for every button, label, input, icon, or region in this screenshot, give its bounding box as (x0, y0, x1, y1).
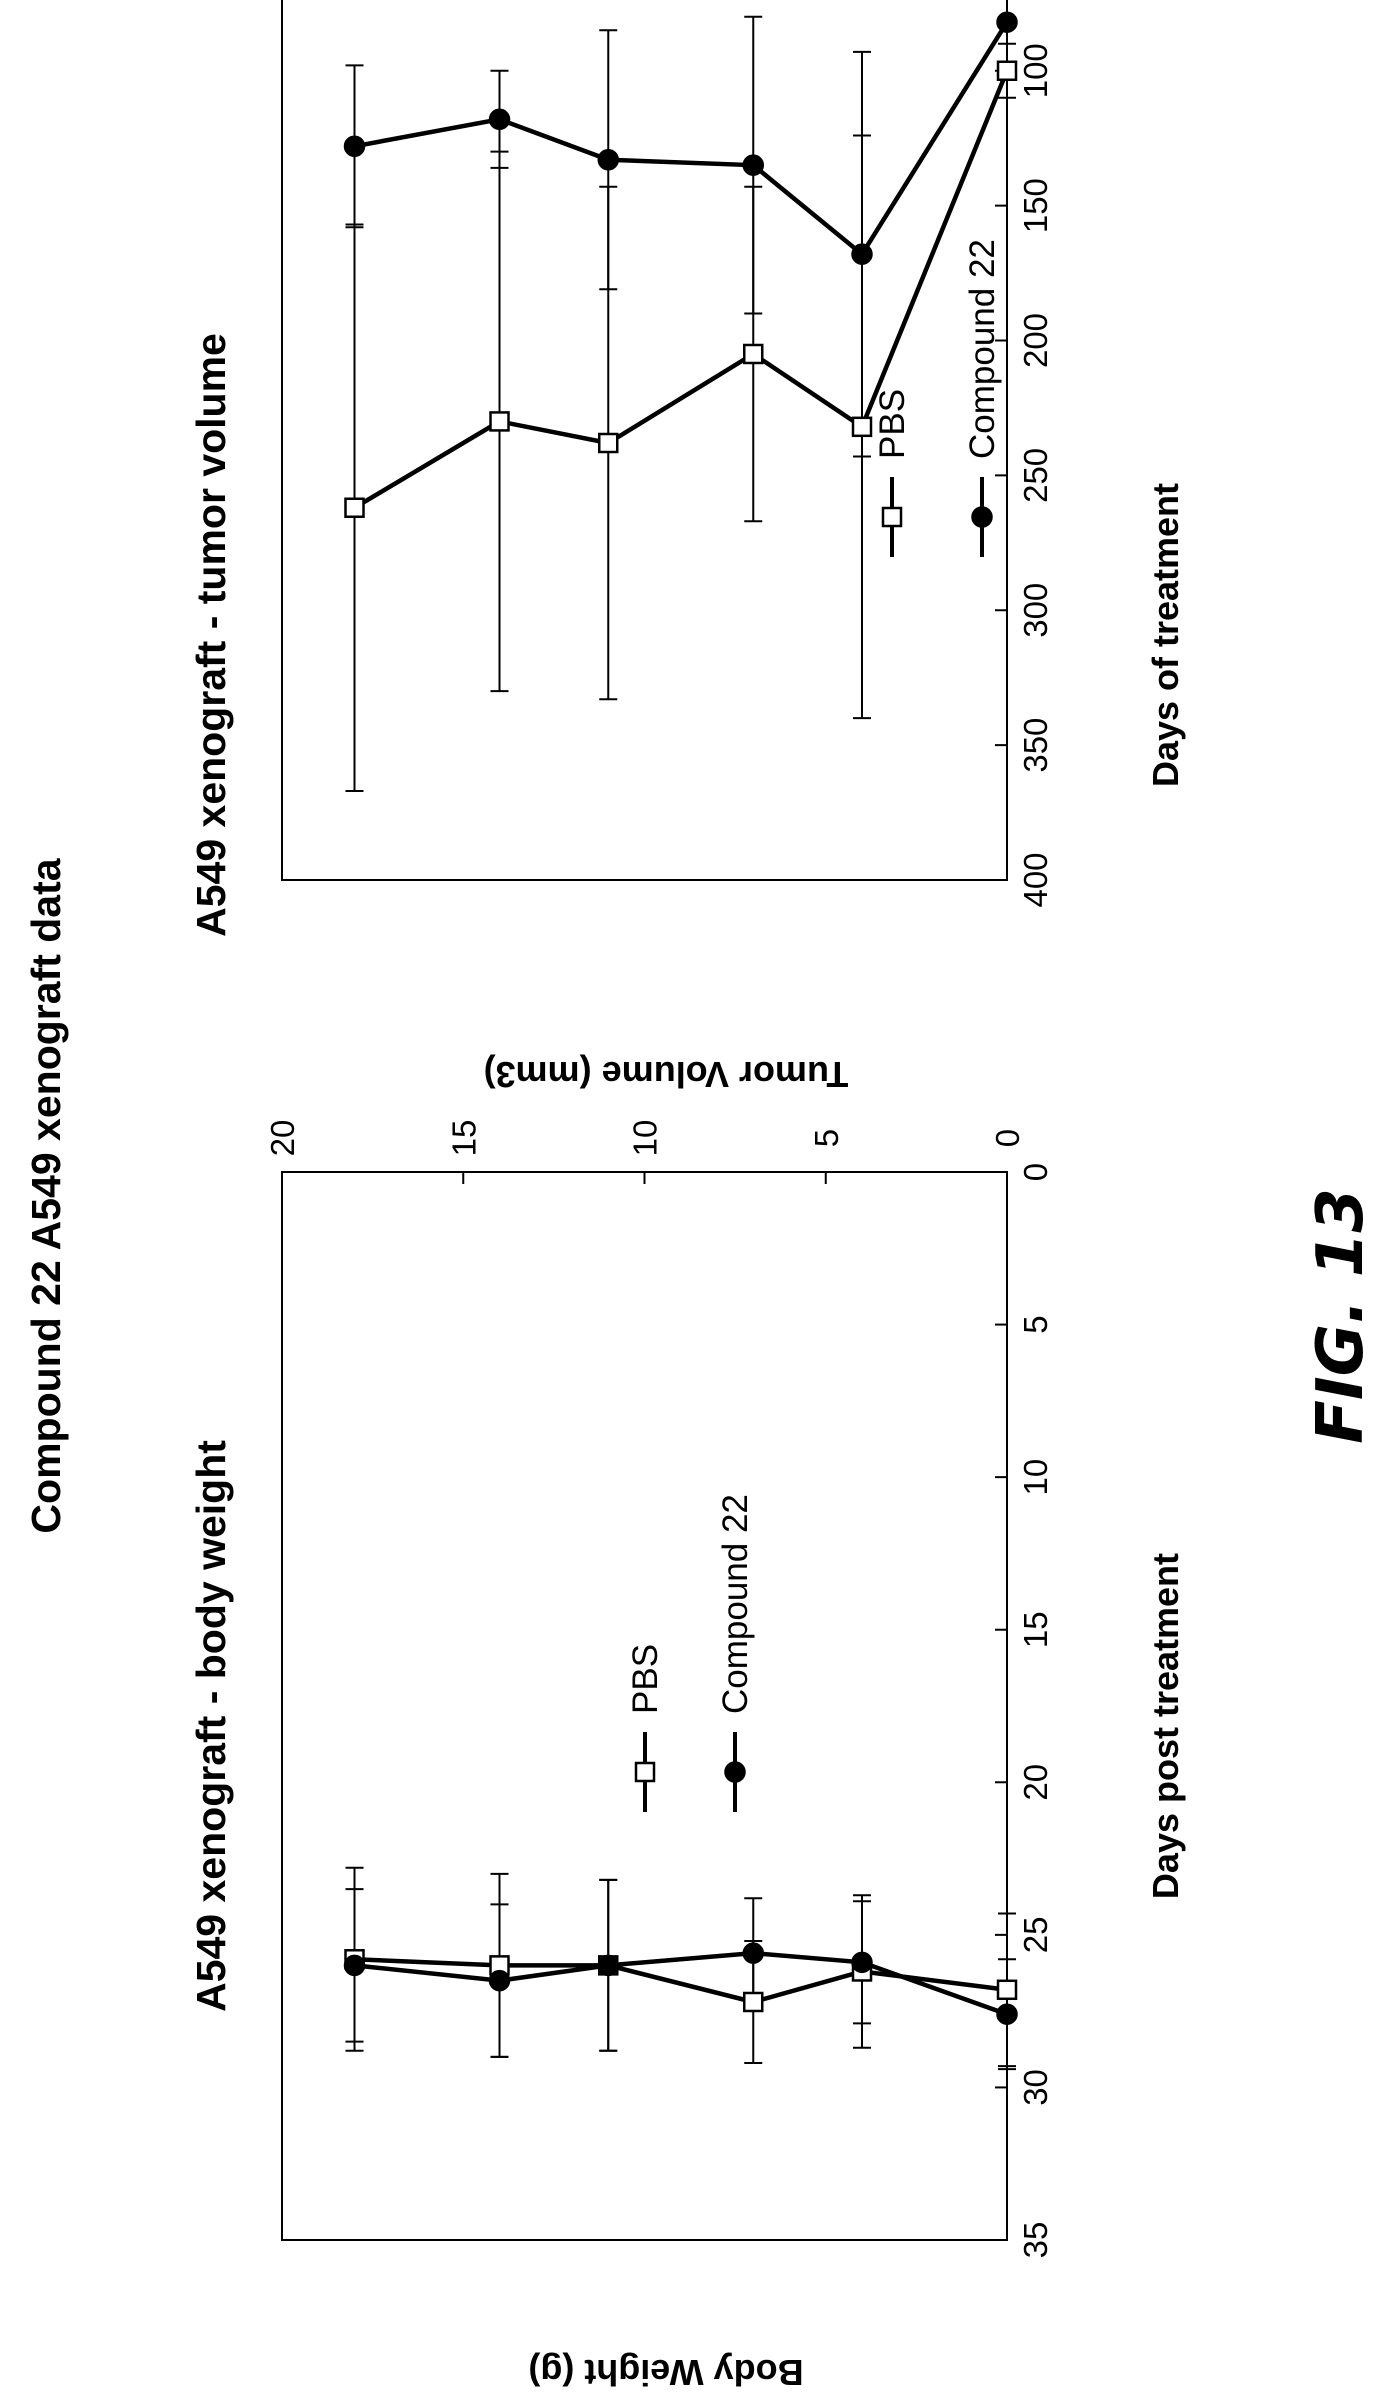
tumor-volume-compound-22-point (851, 243, 873, 265)
tumor-volume-legend-pbs-label: PBS (873, 389, 912, 459)
body-weight-legend-compound-22-marker (724, 1761, 746, 1783)
body-weight-pbs-line (354, 1957, 1008, 2005)
tumor-volume-y-tick-label: 200 (1017, 313, 1054, 368)
body-weight-y-tick-label: 20 (1017, 1764, 1054, 1801)
figure-caption: FIG. 13 (1304, 1188, 1378, 1444)
tumor-volume-y-tick-label: 350 (1017, 718, 1054, 773)
body-weight-x-tick-label: 0 (989, 1129, 1026, 1147)
body-weight-y-tick-label: 0 (1017, 1163, 1054, 1181)
body-weight-compound-22-point (851, 1951, 873, 1974)
body-weight-y-tick-label: 10 (1017, 1459, 1054, 1496)
body-weight-chart-title: A549 xenograft - body weight (188, 1440, 234, 2012)
tumor-volume-y-tick-label: 400 (1017, 852, 1054, 907)
tumor-volume-legend-compound-22-label: Compound 22 (963, 239, 1002, 459)
tumor-volume-pbs-point (344, 497, 365, 518)
tumor-volume-compound-22-point (742, 154, 764, 176)
tumor-volume-pbs-point (996, 60, 1018, 81)
tumor-volume-y-tick-label: 250 (1017, 448, 1054, 503)
tumor-volume-y-tick-label: 150 (1017, 178, 1054, 233)
body-weight-x-tick-label: 10 (627, 1120, 664, 1157)
tumor-volume-y-axis-label: Tumor Volume (mm3) (484, 1054, 849, 1095)
tumor-volume-chart-title: A549 xenograft - tumor volume (188, 333, 234, 937)
body-weight-x-axis-label: Days post treatment (1145, 1553, 1186, 1899)
body-weight-x-tick-label: 5 (808, 1129, 845, 1147)
tumor-volume-compound-22-point (488, 108, 511, 131)
body-weight-y-tick-label: 15 (1017, 1611, 1054, 1648)
body-weight-pbs-point (743, 1991, 764, 2013)
body-weight-y-tick-label: 5 (1017, 1315, 1054, 1333)
body-weight-compound-22-point (343, 1954, 366, 1977)
body-weight-x-tick-label: 15 (445, 1120, 482, 1157)
tumor-volume-compound-22-line (354, 21, 1009, 258)
tumor-volume-y-tick-label: 300 (1017, 583, 1054, 638)
body-weight-y-axis-label: Body Weight (g) (528, 2352, 803, 2392)
body-weight-pbs-point (996, 1979, 1018, 2001)
body-weight-x-tick-label: 20 (264, 1120, 301, 1157)
body-weight-compound-22-line (354, 1950, 1008, 2017)
figure-heading: Compound 22 A549 xenograft data (23, 857, 69, 1533)
body-weight-legend-pbs-label: PBS (626, 1644, 665, 1714)
tumor-volume-compound-22-point (996, 11, 1018, 33)
tumor-volume-compound-22-point (343, 135, 366, 158)
tumor-volume-legend-compound-22-marker (971, 506, 993, 528)
body-weight-compound-22-point (996, 2003, 1018, 2025)
body-weight-compound-22-point (488, 1969, 511, 1992)
body-weight-y-tick-label: 35 (1017, 2222, 1054, 2259)
body-weight-y-tick-label: 25 (1017, 1916, 1054, 1953)
tumor-volume-pbs-point (743, 343, 764, 365)
body-weight-compound-22-point (742, 1942, 764, 1964)
body-weight-legend-pbs-marker (634, 1761, 656, 1783)
tumor-volume-legend-pbs-marker (881, 506, 903, 528)
tumor-volume-pbs-point (851, 416, 873, 438)
tumor-volume-y-tick-label: 100 (1017, 43, 1054, 98)
tumor-volume-compound-22-point (597, 149, 619, 171)
body-weight-compound-22-point (597, 1954, 619, 1977)
body-weight-chart: A549 xenograft - body weight Days post t… (188, 1120, 1186, 2392)
body-weight-legend-compound-22-label: Compound 22 (716, 1494, 755, 1714)
tumor-volume-chart: A549 xenograft - tumor volume Days of tr… (188, 0, 1186, 1095)
tumor-volume-pbs-line (353, 69, 1010, 510)
tumor-volume-pbs-point (489, 411, 510, 432)
tumor-volume-x-axis-label: Days of treatment (1145, 483, 1186, 787)
tumor-volume-pbs-point (598, 432, 619, 454)
body-weight-y-tick-label: 30 (1017, 2069, 1054, 2106)
